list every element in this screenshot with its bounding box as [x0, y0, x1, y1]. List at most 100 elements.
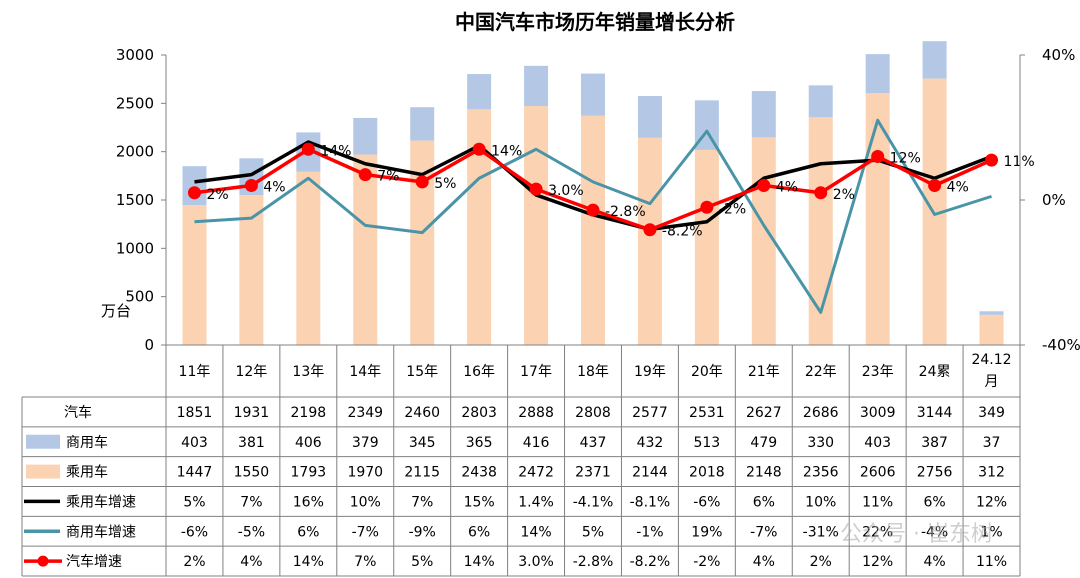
table-cell: 15%	[464, 494, 495, 510]
table-row-header: 乘用车	[66, 464, 108, 481]
line-layer: 2% 4% 14% 7% 5% 14% 3.0% -2.8% -8.2% -2% 4% 2% 12% 4%…	[187, 118, 1035, 314]
table-cell: -4.1%	[573, 494, 614, 510]
table-cell: 6%	[297, 524, 319, 540]
point-total-growth	[187, 186, 201, 200]
table-cell: 7%	[354, 554, 376, 570]
table-cell: 1550	[234, 465, 270, 481]
table-cell: 4%	[753, 554, 775, 570]
y-tick-label: 2000	[116, 143, 154, 161]
table-cell: 2460	[404, 405, 440, 421]
table-cell: 1970	[347, 465, 383, 481]
legend-key-box	[26, 434, 60, 449]
table-cell: -7%	[750, 524, 777, 540]
axes-layer: 0 500 1000 1500 2000 2500 3000 -40% 0% 40%	[116, 46, 1080, 354]
table-cell: 2144	[632, 465, 668, 481]
x-category-label: 17年	[520, 364, 552, 380]
y-tick-label: 2500	[116, 94, 154, 112]
table-cell: 2198	[291, 405, 327, 421]
table-row-header: 汽车	[64, 404, 92, 421]
point-total-growth	[814, 186, 828, 200]
table-cell: 2349	[347, 405, 383, 421]
table-cell: 349	[978, 405, 1005, 421]
table-cell: 6%	[923, 494, 945, 510]
table-cell: 403	[864, 435, 891, 451]
bar-passenger	[239, 195, 264, 345]
table-cell: 3009	[860, 405, 896, 421]
data-label-total-growth: 3.0%	[548, 183, 584, 199]
data-label-total-growth: -8.2%	[662, 224, 703, 240]
point-total-growth	[700, 200, 714, 214]
table-cell: 2018	[689, 465, 725, 481]
table-cell: 2115	[404, 465, 440, 481]
watermark: 公众号 · 崔东树	[840, 522, 993, 547]
table-cell: 12%	[976, 494, 1007, 510]
point-total-growth	[415, 175, 429, 189]
bar-commercial	[751, 91, 776, 138]
table-cell: 16%	[293, 494, 324, 510]
data-label-total-growth: 4%	[263, 180, 285, 196]
data-label-total-growth: -2%	[719, 201, 746, 217]
line-commercial-growth	[194, 118, 992, 314]
bar-commercial	[808, 85, 833, 118]
table-cell: 479	[750, 435, 777, 451]
point-total-growth	[529, 182, 543, 196]
table-cell: -8.2%	[630, 554, 671, 570]
table-cell: 2148	[746, 465, 782, 481]
table-cell: 437	[580, 435, 607, 451]
data-label-total-growth: 7%	[377, 169, 399, 185]
table-cell: 6%	[468, 524, 490, 540]
bar-passenger	[182, 205, 207, 345]
legend-key-box	[26, 464, 60, 479]
x-category-label: 14年	[349, 364, 381, 380]
table-cell: 1.4%	[518, 494, 554, 510]
table-cell: 2888	[518, 405, 554, 421]
table-cell: 2808	[575, 405, 611, 421]
x-category-label: 15年	[406, 364, 438, 380]
chart-title: 中国汽车市场历年销量增长分析	[455, 10, 735, 34]
table-cell: 2577	[632, 405, 668, 421]
table-cell: 2606	[860, 465, 896, 481]
data-label-total-growth: 4%	[776, 180, 798, 196]
point-total-growth	[358, 168, 372, 182]
y-tick-label: 1500	[116, 191, 154, 209]
table-cell: 312	[978, 465, 1005, 481]
table-cell: -7%	[352, 524, 379, 540]
data-label-total-growth: 14%	[491, 143, 522, 159]
point-total-growth	[586, 203, 600, 217]
bar-passenger	[524, 106, 549, 345]
x-category-label: 20年	[691, 364, 723, 380]
bar-passenger	[296, 171, 321, 345]
table-cell: 1%	[980, 524, 1002, 540]
table-cell: 330	[807, 435, 834, 451]
point-total-growth	[928, 179, 942, 192]
table-cell: 2438	[461, 465, 497, 481]
point-total-growth	[985, 153, 999, 167]
table-cell: -5%	[238, 524, 265, 540]
point-total-growth	[244, 179, 258, 192]
y-tick-label: 500	[125, 288, 154, 306]
table-cell: 513	[693, 435, 720, 451]
table-cell: 22%	[862, 524, 893, 540]
table-cell: -8.1%	[630, 494, 671, 510]
table-cell: 1931	[234, 405, 270, 421]
table-cell: 2531	[689, 405, 725, 421]
table-cell: 3144	[917, 405, 953, 421]
bar-commercial	[637, 95, 662, 138]
point-total-growth	[301, 142, 315, 156]
bar-commercial	[353, 117, 378, 155]
table-cell: 2627	[746, 405, 782, 421]
table-cell: 2803	[461, 405, 497, 421]
table-cell: 14%	[464, 554, 495, 570]
x-category-label: 18年	[577, 364, 609, 380]
x-category-label: 22年	[805, 364, 837, 380]
table-cell: 3.0%	[518, 554, 554, 570]
table-cell: -2.8%	[573, 554, 614, 570]
table-cell: 11%	[862, 494, 893, 510]
table-cell: 2371	[575, 465, 611, 481]
table-cell: 2756	[917, 465, 953, 481]
bar-commercial	[467, 74, 492, 110]
table-cell: 416	[523, 435, 550, 451]
x-category-label: 24.12	[971, 352, 1011, 368]
bar-commercial	[581, 73, 605, 116]
table-cell: 2686	[803, 405, 839, 421]
